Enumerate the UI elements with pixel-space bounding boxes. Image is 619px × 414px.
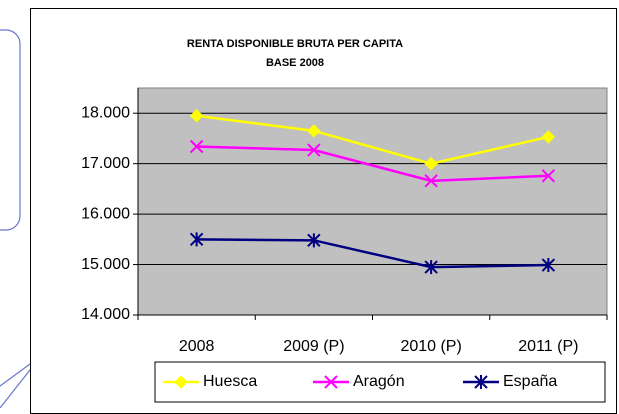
point xyxy=(307,143,321,157)
x-tick-label: 2010 (P) xyxy=(400,338,461,355)
legend-label: España xyxy=(503,373,557,390)
legend xyxy=(154,361,606,403)
x-tick-label: 2011 (P) xyxy=(518,338,578,355)
point xyxy=(424,260,438,275)
point xyxy=(189,232,204,247)
point xyxy=(189,139,204,154)
legend-label: Huesca xyxy=(203,373,257,390)
plot-area xyxy=(137,87,608,316)
legend-marker xyxy=(324,375,338,389)
point xyxy=(307,233,321,248)
point xyxy=(424,156,438,171)
y-tick-label: 18.000 xyxy=(81,104,130,121)
point xyxy=(424,174,438,188)
x-tick-label: 2008 xyxy=(179,338,215,355)
legend-marker xyxy=(474,375,488,389)
y-tick-label: 15.000 xyxy=(81,256,130,273)
point xyxy=(541,258,556,273)
point xyxy=(307,124,321,138)
chart-subtitle: BASE 2008 xyxy=(266,57,324,69)
series-line xyxy=(196,238,549,269)
series-line xyxy=(196,114,549,165)
point xyxy=(541,169,556,183)
legend-label: Aragón xyxy=(353,373,405,390)
series-line xyxy=(196,145,549,183)
point xyxy=(189,109,204,123)
y-tick-label: 16.000 xyxy=(81,205,130,222)
point xyxy=(541,130,556,144)
y-tick-label: 17.000 xyxy=(81,155,130,172)
chart-title: RENTA DISPONIBLE BRUTA PER CAPITA xyxy=(187,38,403,50)
legend-marker xyxy=(174,375,188,389)
y-tick-label: 14.000 xyxy=(81,306,130,323)
x-tick-label: 2009 (P) xyxy=(283,338,344,355)
side-box xyxy=(0,29,21,231)
